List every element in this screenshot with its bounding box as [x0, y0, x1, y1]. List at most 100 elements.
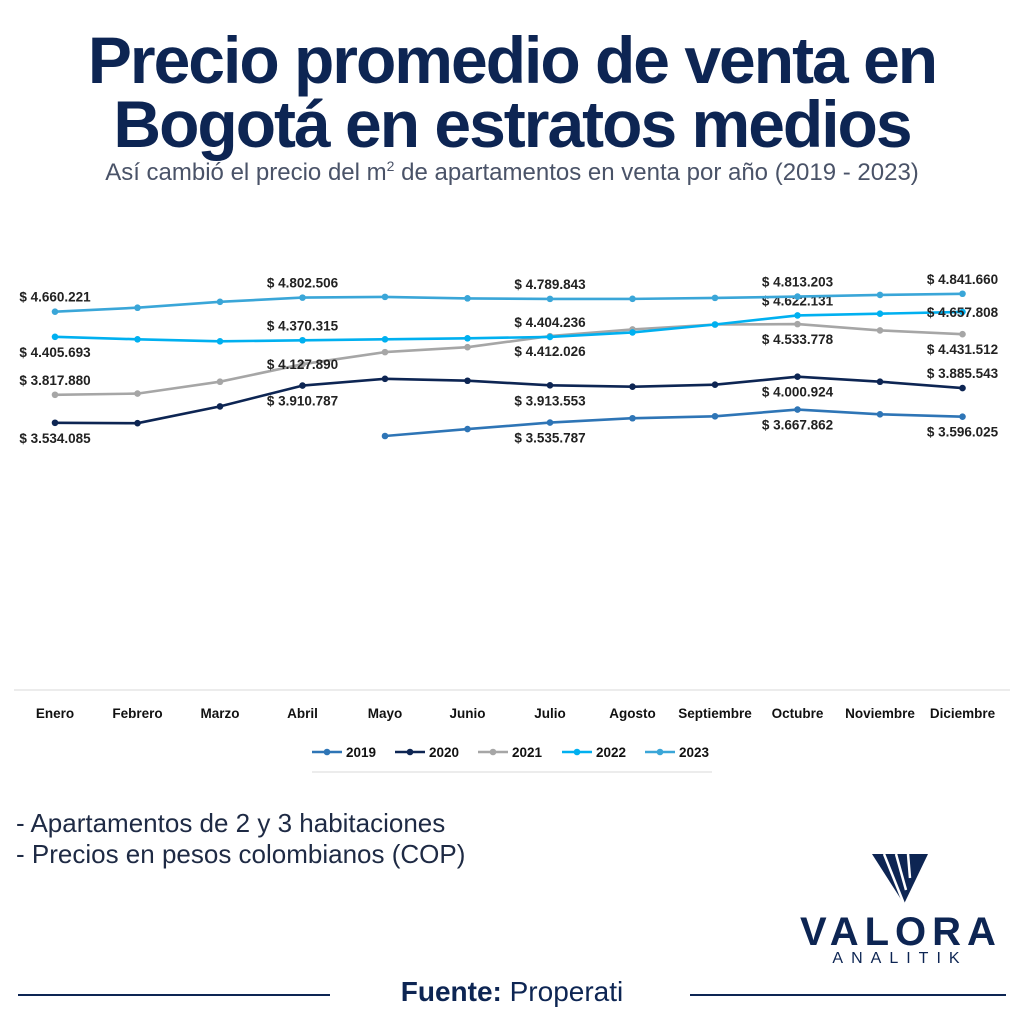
note-currency: - Precios en pesos colombianos (COP) — [16, 839, 466, 869]
data-point-2022-marzo — [216, 337, 224, 345]
logo-wordmark: VALORA — [800, 910, 1002, 954]
series-line-2020 — [54, 375, 963, 425]
data-point-2020-mayo — [381, 375, 389, 383]
chart-subtitle: Así cambió el precio del m2 de apartamen… — [0, 158, 1024, 187]
data-label-2020-enero: $ 3.534.085 — [19, 431, 91, 446]
data-label-2023-julio: $ 4.789.843 — [514, 277, 586, 292]
data-point-2023-enero — [51, 308, 59, 315]
data-point-2020-abril — [299, 382, 306, 389]
data-point-2023-septiembre — [711, 294, 719, 302]
x-tick-label-febrero: Febrero — [112, 706, 162, 721]
source-value: Properati — [501, 976, 624, 1007]
line-chart: Enero Febrero Marzo Abril Mayo Junio Julio Agos… — [14, 272, 1010, 773]
data-point-2021-noviembre — [876, 327, 884, 334]
legend-label-2022: 2022 — [596, 745, 626, 760]
legend-marker-2019 — [323, 748, 331, 756]
x-tick-label-mayo: Mayo — [368, 706, 403, 721]
data-point-2020-diciembre — [959, 384, 966, 392]
x-tick-label-diciembre: Diciembre — [930, 706, 996, 721]
subtitle-superscript: 2 — [386, 158, 395, 174]
valora-logo: VALORA ANALITIK — [800, 850, 1000, 970]
data-point-2023-junio — [464, 295, 471, 302]
data-point-2020-agosto — [629, 383, 636, 390]
data-point-2020-julio — [546, 382, 554, 389]
data-label-2021-abril: $ 4.127.890 — [267, 357, 338, 372]
data-point-2020-octubre — [794, 373, 801, 381]
data-point-2020-noviembre — [876, 378, 884, 386]
data-label-2020-julio: $ 3.913.553 — [514, 393, 586, 408]
source-credit: Fuente: Properati — [0, 976, 1024, 1008]
data-point-2022-mayo — [381, 336, 389, 343]
data-point-2021-junio — [464, 343, 471, 351]
data-point-2023-julio — [546, 295, 554, 303]
data-point-2022-febrero — [134, 336, 141, 343]
data-point-2022-junio — [464, 335, 471, 342]
logo-subwordmark: ANALITIK — [832, 950, 968, 967]
data-label-2022-enero: $ 4.405.693 — [19, 345, 91, 360]
x-tick-label-junio: Junio — [450, 706, 486, 721]
data-label-2022-diciembre: $ 4.657.808 — [927, 305, 999, 320]
notes: - Apartamentos de 2 y 3 habitaciones - P… — [16, 808, 465, 870]
data-point-2020-febrero — [134, 419, 141, 427]
chart-title-line-1: Precio promedio de venta en — [87, 23, 938, 97]
data-point-2022-julio — [546, 333, 554, 341]
data-label-2020-diciembre: $ 3.885.543 — [927, 366, 999, 381]
data-point-2019-octubre — [794, 406, 801, 413]
data-point-2022-octubre — [794, 312, 801, 319]
footer-divider-right — [690, 994, 1006, 996]
data-point-2023-mayo — [381, 293, 389, 301]
note-rooms: - Apartamentos de 2 y 3 habitaciones — [16, 808, 446, 838]
data-point-2021-octubre — [794, 320, 801, 328]
subtitle-text-end: de apartamentos en venta por año (2019 -… — [394, 159, 919, 186]
data-point-2019-agosto — [629, 414, 636, 422]
data-point-2023-marzo — [216, 298, 224, 306]
legend-marker-2023 — [656, 748, 664, 756]
data-point-2021-febrero — [134, 390, 141, 397]
data-point-2022-diciembre — [959, 308, 966, 316]
series-line-2023 — [54, 292, 963, 313]
valora-logo-icon — [872, 853, 928, 905]
data-point-2020-enero — [51, 419, 59, 427]
data-point-2023-octubre — [794, 293, 801, 300]
data-point-2021-enero — [51, 391, 59, 399]
data-point-2020-junio — [464, 377, 471, 385]
data-label-2023-octubre: $ 4.813.203 — [762, 275, 834, 290]
x-tick-label-julio: Julio — [534, 706, 566, 721]
chart-title-line-2: Bogotá en estratos medios — [113, 87, 912, 161]
data-point-2020-septiembre — [711, 381, 719, 388]
data-point-2022-agosto — [629, 329, 636, 336]
series-line-2019 — [384, 408, 963, 438]
x-tick-label-enero: Enero — [36, 706, 74, 721]
data-label-2023-enero: $ 4.660.221 — [19, 290, 91, 305]
series-line-2022 — [54, 310, 963, 343]
legend-label-2023: 2023 — [679, 745, 710, 760]
data-label-2021-diciembre: $ 4.431.512 — [927, 342, 998, 357]
data-label-2020-octubre: $ 4.000.924 — [762, 385, 834, 400]
footer-divider-left — [18, 994, 330, 996]
data-label-2021-octubre: $ 4.533.778 — [762, 332, 834, 347]
legend-marker-2022 — [573, 748, 581, 756]
data-label-2019-diciembre: $ 3.596.025 — [927, 425, 999, 440]
data-point-2019-julio — [546, 419, 554, 426]
x-tick-label-noviembre: Noviembre — [845, 706, 915, 721]
data-point-2021-marzo — [216, 378, 224, 386]
data-label-2022-julio: $ 4.404.236 — [514, 315, 586, 330]
data-point-2022-abril — [299, 336, 306, 344]
data-point-2019-junio — [464, 425, 471, 433]
data-label-2021-julio: $ 4.412.026 — [514, 344, 586, 359]
data-label-2020-abril: $ 3.910.787 — [267, 394, 338, 409]
x-tick-label-octubre: Octubre — [772, 706, 824, 721]
x-tick-label-agosto: Agosto — [609, 706, 656, 721]
data-point-2021-mayo — [381, 348, 389, 356]
data-point-2021-abril — [299, 360, 306, 368]
subtitle-text: Así cambió el precio del m — [105, 159, 387, 186]
legend-marker-2020 — [406, 748, 414, 756]
data-point-2021-diciembre — [959, 330, 966, 338]
data-label-2023-abril: $ 4.802.506 — [267, 276, 339, 291]
legend-label-2019: 2019 — [346, 745, 376, 760]
data-point-2022-noviembre — [876, 310, 884, 317]
data-point-2023-diciembre — [959, 290, 966, 298]
data-label-2022-abril: $ 4.370.315 — [267, 318, 339, 333]
x-tick-label-septiembre: Septiembre — [678, 706, 752, 721]
data-point-2023-abril — [299, 294, 306, 301]
